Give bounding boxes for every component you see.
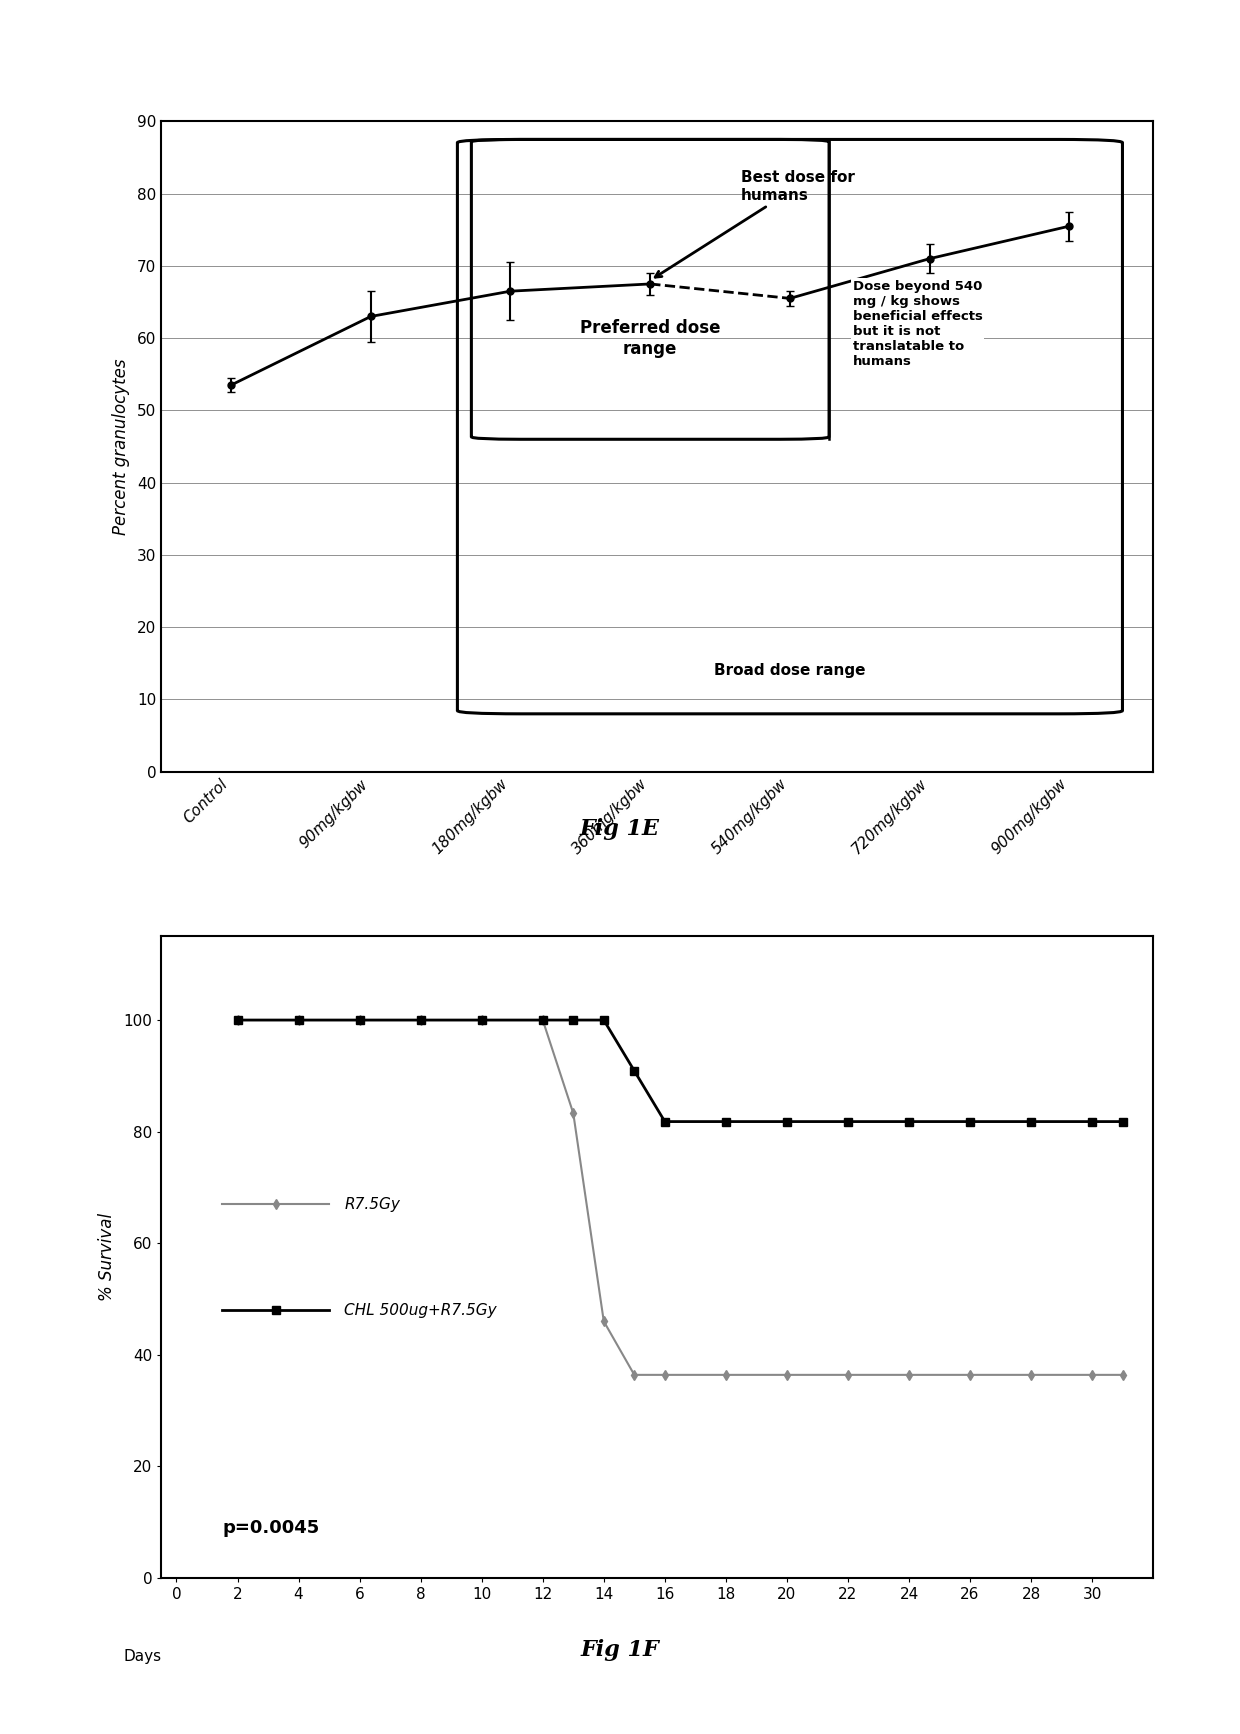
Y-axis label: % Survival: % Survival: [98, 1214, 117, 1300]
Y-axis label: Percent granulocytes: Percent granulocytes: [112, 359, 130, 534]
Text: p=0.0045: p=0.0045: [222, 1519, 320, 1538]
Text: CHL 500ug+R7.5Gy: CHL 500ug+R7.5Gy: [345, 1302, 497, 1318]
Text: Fig 1F: Fig 1F: [580, 1639, 660, 1661]
Text: Preferred dose
range: Preferred dose range: [580, 319, 720, 357]
Text: Best dose for
humans: Best dose for humans: [655, 170, 854, 277]
Text: Fig 1E: Fig 1E: [580, 818, 660, 841]
Text: R7.5Gy: R7.5Gy: [345, 1196, 401, 1212]
Text: Days: Days: [123, 1649, 161, 1663]
Text: Dose beyond 540
mg / kg shows
beneficial effects
but it is not
translatable to
h: Dose beyond 540 mg / kg shows beneficial…: [853, 279, 982, 368]
Text: Broad dose range: Broad dose range: [714, 662, 866, 678]
